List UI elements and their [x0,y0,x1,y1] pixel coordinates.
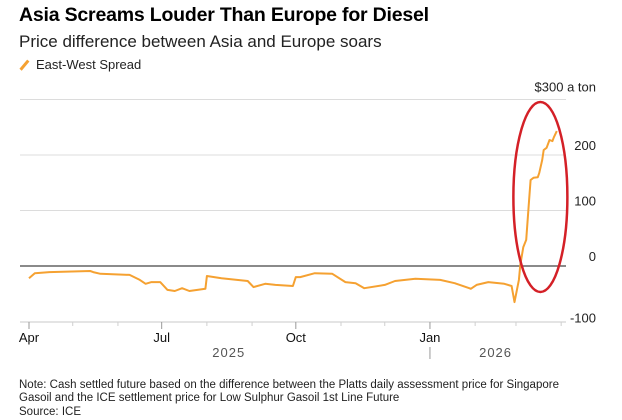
y-tick-label: -100 [570,311,596,326]
chart-subtitle: Price difference between Asia and Europe… [19,32,382,51]
series-line-east-west-spread [28,130,558,304]
legend-label: East-West Spread [36,57,142,72]
line-chart: $300 a ton 200 100 0 -100 Apr Jul Oct Jan 2025 202… [19,80,596,361]
x-tick-label: Oct [286,330,307,345]
x-tick-label: Jul [153,330,170,345]
year-label: 2025 [212,345,245,360]
y-tick-label: 200 [574,138,596,153]
note-line-2: Gasoil and the ICE settlement price for … [19,392,400,405]
y-tick-label: $300 a ton [535,80,596,95]
x-tick-label: Jan [419,330,440,345]
source: Source: ICE [19,405,81,418]
y-tick-label: 0 [589,249,596,264]
chart-title: Asia Screams Louder Than Europe for Dies… [19,4,429,26]
footnotes: Note: Cash settled future based on the d… [19,379,559,419]
year-label: 2026 [479,345,512,360]
highlight-ellipse [512,100,569,294]
x-tick-label: Apr [19,330,40,345]
y-tick-label: 100 [574,194,596,209]
note-line-1: Note: Cash settled future based on the d… [19,379,559,391]
legend: East-West Spread [19,57,141,72]
